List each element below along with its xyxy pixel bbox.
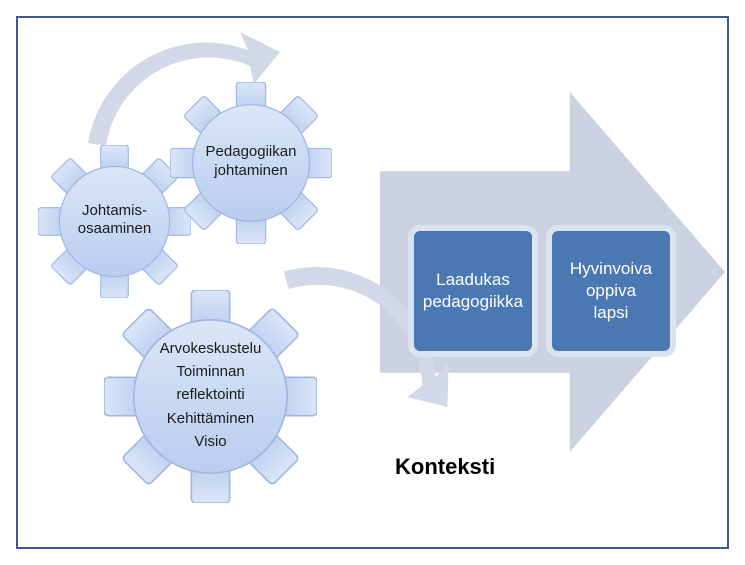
gear3-item: Arvokeskustelu — [131, 337, 291, 360]
gear3-item: Kehittäminen — [131, 407, 291, 430]
box-laadukas-pedagogiikka: Laadukaspedagogiikka — [408, 225, 538, 357]
gear3-item: Toiminnan — [131, 360, 291, 383]
box-hyvinvoiva-oppiva-lapsi: Hyvinvoivaoppivalapsi — [546, 225, 676, 357]
gear1-label: Johtamis-osaaminen — [45, 202, 185, 240]
konteksti-label: Konteksti — [395, 454, 495, 480]
gear3-item: reflektointi — [131, 383, 291, 406]
gear2-label: Pedagogiikanjohtaminen — [181, 143, 321, 181]
diagram-frame: Johtamis-osaaminen Pedagogiikanjohtamine… — [0, 0, 745, 565]
gear3-items: ArvokeskusteluToiminnanreflektointiKehit… — [131, 337, 291, 453]
gear3-item: Visio — [131, 430, 291, 453]
